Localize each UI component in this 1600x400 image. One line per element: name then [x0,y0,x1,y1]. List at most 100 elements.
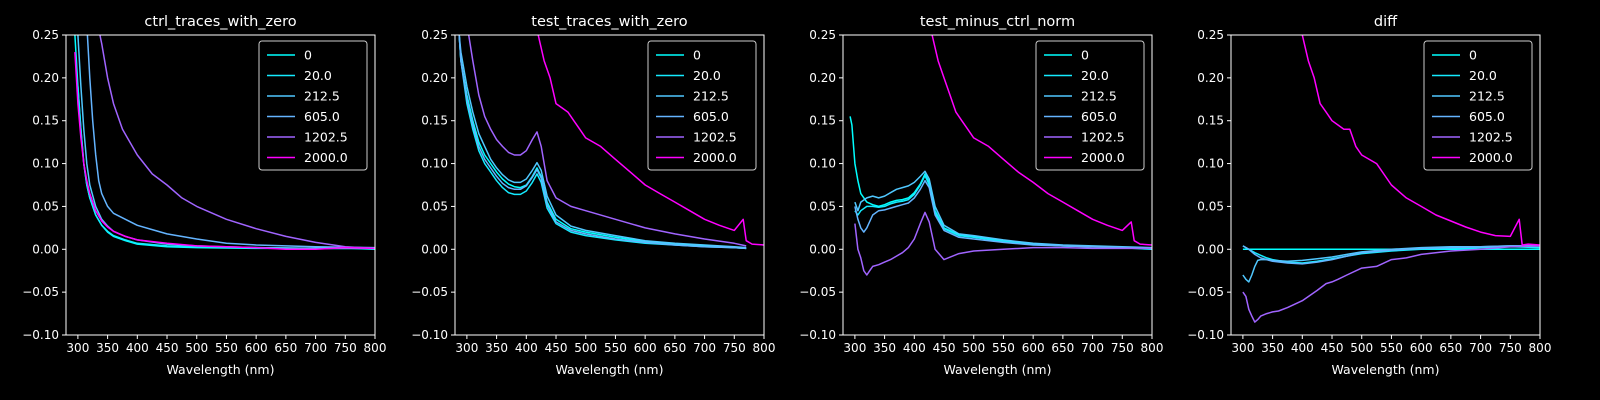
legend: 0 20.0 212.5 605.0 1202.5 2000.0 [258,40,368,171]
y-tick-label: 0.20 [421,71,448,85]
y-tick-label: 0.25 [421,28,448,42]
legend: 0 20.0 212.5 605.0 1202.5 2000.0 [647,40,757,171]
y-tick-label: −0.05 [22,285,59,299]
y-tick-label: −0.10 [1187,328,1224,342]
legend-label: 212.5 [304,89,340,104]
x-tick-label: 750 [723,341,746,355]
series-group [1242,35,1540,323]
legend-label: 2000.0 [1081,150,1125,165]
x-tick-label: 400 [903,341,926,355]
legend-label: 1202.5 [1469,130,1513,145]
y-tick-label: −0.05 [799,285,836,299]
x-tick-label: 500 [185,341,208,355]
x-axis-label: Wavelength (nm) [556,362,664,377]
y-tick-label: 0.00 [1197,242,1224,256]
legend-label: 1202.5 [304,130,348,145]
x-tick-label: 600 [1022,341,1045,355]
series-line-605.0 [86,35,375,249]
legend-label: 605.0 [1081,109,1117,124]
x-axis-label: Wavelength (nm) [944,362,1052,377]
x-tick-label: 800 [753,341,776,355]
legend-label: 605.0 [693,109,729,124]
legend-label: 20.0 [1081,68,1109,83]
x-tick-label: 650 [1439,341,1462,355]
x-tick-label: 450 [156,341,179,355]
series-line-1202.5 [467,35,747,247]
series-line-1202.5 [1242,245,1540,323]
x-tick-label: 650 [1051,341,1074,355]
axes-frame [1230,34,1541,336]
x-tick-label: 550 [992,341,1015,355]
legend-label: 1202.5 [1081,130,1125,145]
series-group [849,35,1152,276]
legend-label: 212.5 [693,89,729,104]
x-tick-label: 400 [515,341,538,355]
x-tick-label: 600 [1410,341,1433,355]
y-tick-label: 0.20 [32,71,59,85]
x-tick-label: 750 [1111,341,1134,355]
x-tick-label: 550 [1380,341,1403,355]
series-line-605.0 [854,179,1152,250]
legend-label: 0 [304,48,312,63]
chart-panel-1: 300 350 400 450 500 550 600 650 700 750 800 −0.10 −0… [22,14,386,377]
series-line-20.0 [854,174,1152,250]
chart-title: test_minus_ctrl_norm [920,14,1075,30]
chart-title: diff [1374,14,1398,30]
x-tick-label: 700 [304,341,327,355]
legend-label: 2000.0 [1469,150,1513,165]
series-line-2000.0 [74,52,375,251]
x-tick-label: 650 [663,341,686,355]
y-tick-label: 0.05 [32,199,59,213]
x-tick-label: 300 [66,341,89,355]
x-tick-label: 750 [334,341,357,355]
series-group [458,35,764,250]
x-tick-label: 700 [693,341,716,355]
x-tick-label: 500 [1350,341,1373,355]
legend-label: 2000.0 [304,150,348,165]
y-tick-label: 0.10 [1197,157,1224,171]
chart-panel-2: 300 350 400 450 500 550 600 650 700 750 800 −0.10 −0… [411,14,775,377]
series-line-20.0 [1242,245,1540,264]
legend-label: 605.0 [304,109,340,124]
legend-label: 2000.0 [693,150,737,165]
series-line-605.0 [1242,245,1540,265]
y-tick-label: 0.10 [32,157,59,171]
chart-title: ctrl_traces_with_zero [144,14,296,30]
x-tick-label: 700 [1469,341,1492,355]
series-line-1202.5 [854,211,1152,276]
y-tick-label: 0.25 [809,28,836,42]
series-line-212.5 [854,170,1152,249]
y-tick-label: −0.10 [411,328,448,342]
y-tick-label: 0.05 [421,199,448,213]
series-group [74,35,375,251]
x-tick-label: 650 [274,341,297,355]
y-tick-label: 0.05 [1197,199,1224,213]
y-tick-label: 0.00 [809,242,836,256]
x-tick-label: 500 [962,341,985,355]
series-line-2000.0 [1301,35,1540,246]
x-tick-label: 600 [634,341,657,355]
legend-label: 20.0 [304,68,332,83]
x-tick-label: 800 [364,341,387,355]
x-axis-label: Wavelength (nm) [1332,362,1440,377]
y-tick-label: 0.20 [809,71,836,85]
y-tick-label: 0.20 [1197,71,1224,85]
x-tick-label: 400 [126,341,149,355]
series-line-1202.5 [99,35,375,250]
legend-label: 212.5 [1469,89,1505,104]
legend: 0 20.0 212.5 605.0 1202.5 2000.0 [1423,40,1533,171]
chart-title: test_traces_with_zero [531,14,688,30]
axes-frame [842,34,1153,336]
series-line-212.5 [458,35,747,249]
y-tick-label: 0.25 [1197,28,1224,42]
y-tick-label: −0.10 [799,328,836,342]
y-tick-label: 0.15 [1197,114,1224,128]
legend-label: 212.5 [1081,89,1117,104]
x-tick-label: 700 [1081,341,1104,355]
y-tick-label: 0.25 [32,28,59,42]
series-line-212.5 [1242,245,1540,283]
axes-frame [65,34,376,336]
chart-panel-4: 300 350 400 450 500 550 600 650 700 750 800 −0.10 −0… [1187,14,1551,377]
y-tick-label: −0.10 [22,328,59,342]
y-tick-label: 0.15 [421,114,448,128]
